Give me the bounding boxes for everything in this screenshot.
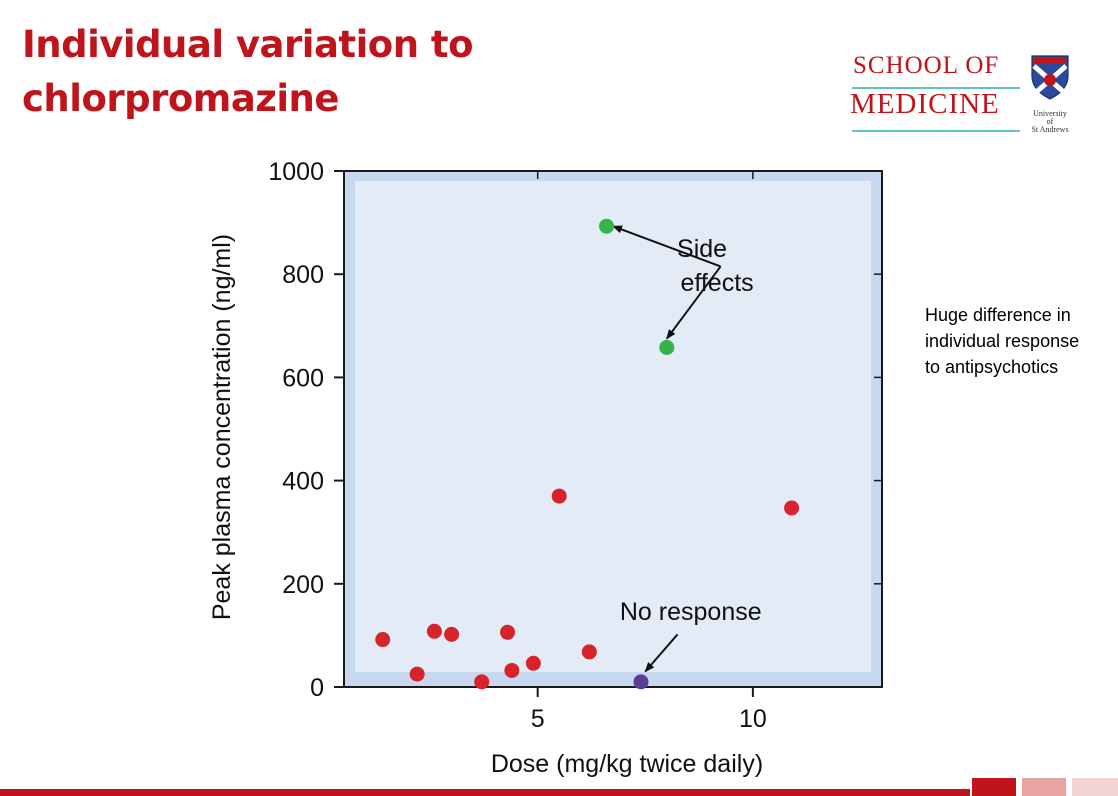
data-point-patients	[525, 655, 541, 671]
footer-block	[1072, 778, 1118, 796]
logo-uni-line: of	[1046, 117, 1054, 126]
logo-underline	[852, 130, 1020, 132]
y-tick-label: 800	[282, 261, 324, 289]
annotation-arrow	[644, 633, 679, 673]
annotation-side-effects-line2: effects	[680, 269, 753, 297]
data-point-patients	[409, 666, 425, 682]
x-axis-label: Dose (mg/kg twice daily)	[491, 750, 763, 778]
data-point-patients	[426, 623, 442, 639]
data-point-patients	[504, 662, 520, 678]
logo-divider	[852, 87, 1020, 89]
y-tick-label: 200	[282, 571, 324, 599]
plot-frame	[343, 170, 883, 688]
data-point-patients	[551, 488, 567, 504]
data-point-patients	[784, 500, 800, 516]
y-tick-label: 600	[282, 364, 324, 392]
slide-title: Individual variation to chlorpromazine	[22, 23, 474, 120]
university-crest-icon	[1031, 55, 1069, 100]
footer-bar	[0, 789, 970, 796]
logo-text-medicine: MEDICINE	[850, 88, 1000, 120]
annotation-arrow	[665, 265, 722, 340]
x-tick-label: 5	[531, 705, 545, 733]
y-tick-label: 0	[310, 674, 324, 702]
logo-uni-line: St Andrews	[1031, 125, 1069, 134]
logo-uni-line: University	[1033, 109, 1067, 118]
annotation-side-effects-line1: Side	[677, 235, 727, 263]
footer-block	[972, 778, 1016, 796]
annotation-arrow	[612, 225, 721, 268]
y-tick-label: 400	[282, 468, 324, 496]
data-point-patients	[375, 632, 391, 648]
annotation-no-response: No response	[620, 598, 762, 626]
data-point-no-response	[633, 674, 649, 690]
logo-university-name: University of St Andrews	[1022, 110, 1078, 134]
data-point-patients	[500, 624, 516, 640]
data-point-side-effects	[599, 218, 615, 234]
footer-block	[1022, 778, 1066, 796]
x-tick-label: 10	[739, 705, 767, 733]
plot-inner-panel	[355, 181, 871, 672]
side-note: Huge difference in individual response t…	[925, 305, 1080, 377]
data-point-patients	[444, 626, 460, 642]
y-axis-label: Peak plasma concentration (ng/ml)	[208, 234, 236, 620]
y-tick-label: 1000	[268, 158, 324, 186]
data-point-patients	[474, 674, 490, 690]
data-point-side-effects	[659, 339, 675, 355]
logo-text-school-of: SCHOOL OF	[853, 52, 1000, 79]
data-point-patients	[581, 644, 597, 660]
school-of-medicine-logo: SCHOOL OF MEDICINE University of St Andr…	[850, 50, 1082, 140]
